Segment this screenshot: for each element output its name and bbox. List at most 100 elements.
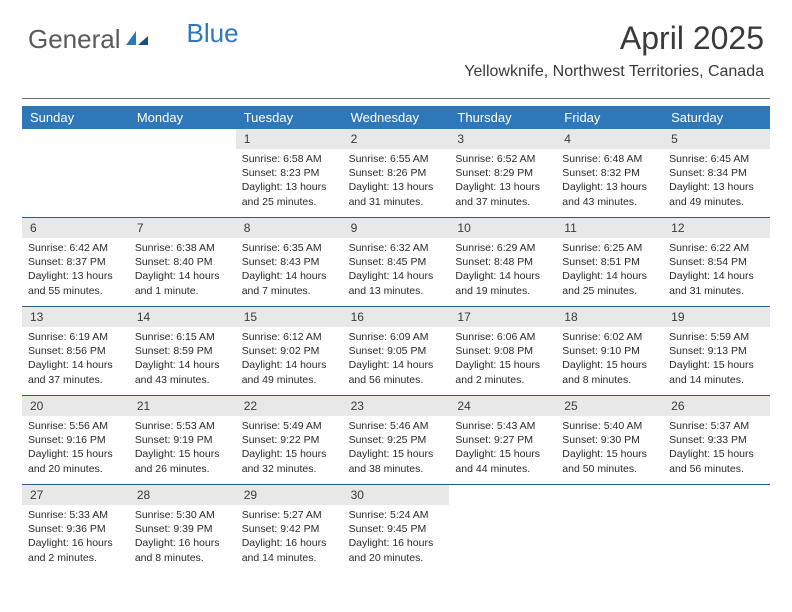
logo-text-part1: General bbox=[28, 24, 121, 55]
day-body: Sunrise: 6:48 AMSunset: 8:32 PMDaylight:… bbox=[556, 149, 663, 209]
calendar-cell: 7Sunrise: 6:38 AMSunset: 8:40 PMDaylight… bbox=[129, 218, 236, 306]
daylight-text: Daylight: 14 hours and 49 minutes. bbox=[242, 358, 337, 386]
calendar-cell: 16Sunrise: 6:09 AMSunset: 9:05 PMDayligh… bbox=[343, 307, 450, 395]
calendar-week: 13Sunrise: 6:19 AMSunset: 8:56 PMDayligh… bbox=[22, 307, 770, 396]
day-body: Sunrise: 6:06 AMSunset: 9:08 PMDaylight:… bbox=[449, 327, 556, 387]
day-number: 22 bbox=[236, 396, 343, 416]
sunrise-text: Sunrise: 5:49 AM bbox=[242, 419, 337, 433]
sunrise-text: Sunrise: 5:30 AM bbox=[135, 508, 230, 522]
day-body: Sunrise: 5:59 AMSunset: 9:13 PMDaylight:… bbox=[663, 327, 770, 387]
sunset-text: Sunset: 9:45 PM bbox=[349, 522, 444, 536]
sunset-text: Sunset: 8:54 PM bbox=[669, 255, 764, 269]
day-body: Sunrise: 6:55 AMSunset: 8:26 PMDaylight:… bbox=[343, 149, 450, 209]
sunrise-text: Sunrise: 6:35 AM bbox=[242, 241, 337, 255]
sunset-text: Sunset: 9:42 PM bbox=[242, 522, 337, 536]
day-number: 29 bbox=[236, 485, 343, 505]
calendar-week: 20Sunrise: 5:56 AMSunset: 9:16 PMDayligh… bbox=[22, 396, 770, 485]
calendar-week: 27Sunrise: 5:33 AMSunset: 9:36 PMDayligh… bbox=[22, 485, 770, 573]
daylight-text: Daylight: 13 hours and 49 minutes. bbox=[669, 180, 764, 208]
day-number bbox=[22, 129, 129, 149]
daylight-text: Daylight: 14 hours and 43 minutes. bbox=[135, 358, 230, 386]
day-number: 26 bbox=[663, 396, 770, 416]
day-number: 13 bbox=[22, 307, 129, 327]
sunset-text: Sunset: 9:05 PM bbox=[349, 344, 444, 358]
daylight-text: Daylight: 14 hours and 19 minutes. bbox=[455, 269, 550, 297]
sunset-text: Sunset: 8:29 PM bbox=[455, 166, 550, 180]
day-body: Sunrise: 5:24 AMSunset: 9:45 PMDaylight:… bbox=[343, 505, 450, 565]
header-divider bbox=[22, 98, 770, 99]
sunrise-text: Sunrise: 6:02 AM bbox=[562, 330, 657, 344]
calendar-cell bbox=[22, 129, 129, 217]
sunset-text: Sunset: 8:40 PM bbox=[135, 255, 230, 269]
calendar-cell bbox=[449, 485, 556, 573]
daylight-text: Daylight: 14 hours and 37 minutes. bbox=[28, 358, 123, 386]
daylight-text: Daylight: 15 hours and 44 minutes. bbox=[455, 447, 550, 475]
day-number: 1 bbox=[236, 129, 343, 149]
calendar-cell: 18Sunrise: 6:02 AMSunset: 9:10 PMDayligh… bbox=[556, 307, 663, 395]
sunrise-text: Sunrise: 6:12 AM bbox=[242, 330, 337, 344]
day-number: 15 bbox=[236, 307, 343, 327]
page-subtitle: Yellowknife, Northwest Territories, Cana… bbox=[464, 63, 764, 81]
header-right: April 2025 Yellowknife, Northwest Territ… bbox=[464, 20, 764, 81]
dayhead-mon: Monday bbox=[129, 106, 236, 129]
sunset-text: Sunset: 9:13 PM bbox=[669, 344, 764, 358]
daylight-text: Daylight: 15 hours and 14 minutes. bbox=[669, 358, 764, 386]
daylight-text: Daylight: 14 hours and 1 minute. bbox=[135, 269, 230, 297]
calendar-cell: 22Sunrise: 5:49 AMSunset: 9:22 PMDayligh… bbox=[236, 396, 343, 484]
daylight-text: Daylight: 16 hours and 8 minutes. bbox=[135, 536, 230, 564]
daylight-text: Daylight: 15 hours and 38 minutes. bbox=[349, 447, 444, 475]
sunrise-text: Sunrise: 5:27 AM bbox=[242, 508, 337, 522]
day-number: 6 bbox=[22, 218, 129, 238]
sunset-text: Sunset: 8:43 PM bbox=[242, 255, 337, 269]
day-body: Sunrise: 6:22 AMSunset: 8:54 PMDaylight:… bbox=[663, 238, 770, 298]
day-number: 12 bbox=[663, 218, 770, 238]
day-number: 8 bbox=[236, 218, 343, 238]
day-number bbox=[556, 485, 663, 505]
day-body: Sunrise: 6:09 AMSunset: 9:05 PMDaylight:… bbox=[343, 327, 450, 387]
sunset-text: Sunset: 9:25 PM bbox=[349, 433, 444, 447]
sunrise-text: Sunrise: 5:43 AM bbox=[455, 419, 550, 433]
calendar-cell: 29Sunrise: 5:27 AMSunset: 9:42 PMDayligh… bbox=[236, 485, 343, 573]
day-body: Sunrise: 6:35 AMSunset: 8:43 PMDaylight:… bbox=[236, 238, 343, 298]
daylight-text: Daylight: 15 hours and 8 minutes. bbox=[562, 358, 657, 386]
day-body: Sunrise: 5:30 AMSunset: 9:39 PMDaylight:… bbox=[129, 505, 236, 565]
sunset-text: Sunset: 8:48 PM bbox=[455, 255, 550, 269]
dayhead-sat: Saturday bbox=[663, 106, 770, 129]
calendar: Sunday Monday Tuesday Wednesday Thursday… bbox=[22, 106, 770, 573]
calendar-day-header: Sunday Monday Tuesday Wednesday Thursday… bbox=[22, 106, 770, 129]
day-number: 2 bbox=[343, 129, 450, 149]
sunrise-text: Sunrise: 6:38 AM bbox=[135, 241, 230, 255]
dayhead-sun: Sunday bbox=[22, 106, 129, 129]
logo-text-part2: Blue bbox=[187, 18, 239, 49]
sunset-text: Sunset: 8:37 PM bbox=[28, 255, 123, 269]
day-body: Sunrise: 6:15 AMSunset: 8:59 PMDaylight:… bbox=[129, 327, 236, 387]
sunrise-text: Sunrise: 5:24 AM bbox=[349, 508, 444, 522]
daylight-text: Daylight: 14 hours and 25 minutes. bbox=[562, 269, 657, 297]
day-number: 11 bbox=[556, 218, 663, 238]
day-number: 19 bbox=[663, 307, 770, 327]
day-body: Sunrise: 6:45 AMSunset: 8:34 PMDaylight:… bbox=[663, 149, 770, 209]
sunrise-text: Sunrise: 6:19 AM bbox=[28, 330, 123, 344]
day-number: 14 bbox=[129, 307, 236, 327]
daylight-text: Daylight: 15 hours and 32 minutes. bbox=[242, 447, 337, 475]
day-body: Sunrise: 6:58 AMSunset: 8:23 PMDaylight:… bbox=[236, 149, 343, 209]
page-title: April 2025 bbox=[464, 20, 764, 57]
dayhead-thu: Thursday bbox=[449, 106, 556, 129]
sunrise-text: Sunrise: 6:42 AM bbox=[28, 241, 123, 255]
daylight-text: Daylight: 15 hours and 26 minutes. bbox=[135, 447, 230, 475]
calendar-cell: 14Sunrise: 6:15 AMSunset: 8:59 PMDayligh… bbox=[129, 307, 236, 395]
daylight-text: Daylight: 13 hours and 31 minutes. bbox=[349, 180, 444, 208]
sunset-text: Sunset: 9:19 PM bbox=[135, 433, 230, 447]
day-body: Sunrise: 5:53 AMSunset: 9:19 PMDaylight:… bbox=[129, 416, 236, 476]
dayhead-tue: Tuesday bbox=[236, 106, 343, 129]
sunset-text: Sunset: 9:39 PM bbox=[135, 522, 230, 536]
sunrise-text: Sunrise: 6:45 AM bbox=[669, 152, 764, 166]
calendar-cell: 12Sunrise: 6:22 AMSunset: 8:54 PMDayligh… bbox=[663, 218, 770, 306]
calendar-cell: 13Sunrise: 6:19 AMSunset: 8:56 PMDayligh… bbox=[22, 307, 129, 395]
calendar-cell bbox=[556, 485, 663, 573]
day-body: Sunrise: 5:56 AMSunset: 9:16 PMDaylight:… bbox=[22, 416, 129, 476]
day-number: 18 bbox=[556, 307, 663, 327]
sunset-text: Sunset: 9:02 PM bbox=[242, 344, 337, 358]
sunset-text: Sunset: 8:32 PM bbox=[562, 166, 657, 180]
calendar-cell: 20Sunrise: 5:56 AMSunset: 9:16 PMDayligh… bbox=[22, 396, 129, 484]
